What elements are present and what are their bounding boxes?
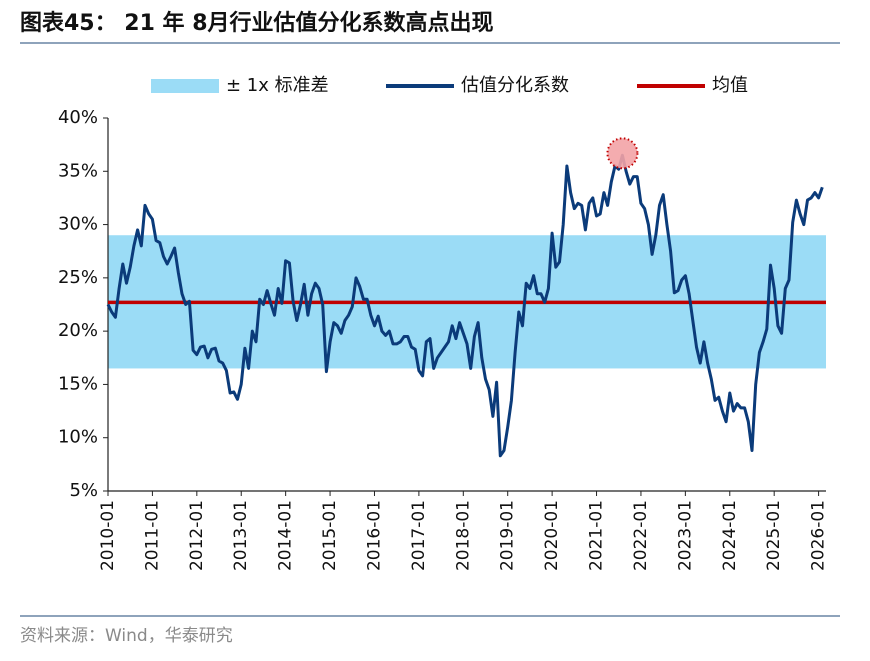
legend-label: ± 1x 标准差 [226, 75, 329, 96]
x-tick-label: 2026-01 [809, 500, 829, 571]
x-tick-label: 2019-01 [498, 500, 518, 571]
y-tick-label: 35% [58, 160, 98, 181]
x-tick-label: 2018-01 [453, 500, 473, 571]
x-tick-label: 2010-01 [98, 500, 118, 571]
y-tick-label: 30% [58, 214, 98, 235]
x-tick-label: 2015-01 [320, 500, 340, 571]
source-note: 资料来源：Wind，华泰研究 [20, 626, 233, 646]
legend-label: 估值分化系数 [461, 75, 569, 96]
x-tick-label: 2017-01 [409, 500, 429, 571]
chart-title: 图表45： 21 年 8月行业估值分化系数高点出现 [20, 10, 494, 36]
x-tick-label: 2014-01 [276, 500, 296, 571]
x-tick-label: 2023-01 [675, 500, 695, 571]
x-tick-label: 2024-01 [720, 500, 740, 571]
y-tick-label: 20% [58, 320, 98, 341]
y-tick-label: 5% [69, 480, 98, 501]
y-tick-label: 10% [58, 427, 98, 448]
x-tick-label: 2012-01 [187, 500, 207, 571]
x-tick-label: 2016-01 [364, 500, 384, 571]
x-tick-label: 2020-01 [542, 500, 562, 571]
y-tick-label: 15% [58, 373, 98, 394]
y-tick-label: 40% [58, 107, 98, 128]
legend-swatch [151, 79, 219, 93]
y-tick-label: 25% [58, 267, 98, 288]
x-tick-label: 2013-01 [231, 500, 251, 571]
x-tick-label: 2025-01 [764, 500, 784, 571]
series-line [106, 153, 824, 458]
x-tick-label: 2011-01 [142, 500, 162, 571]
peak-highlight [606, 137, 639, 170]
legend-label: 均值 [712, 75, 748, 96]
x-tick-label: 2021-01 [587, 500, 607, 571]
x-tick-label: 2022-01 [631, 500, 651, 571]
